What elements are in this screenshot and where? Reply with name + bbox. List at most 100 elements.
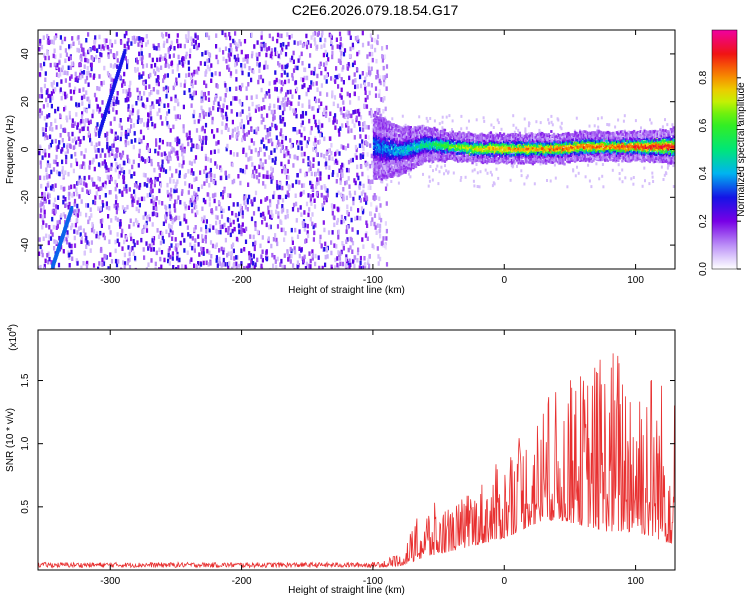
heatmap-cell bbox=[339, 42, 342, 47]
heatmap-cell bbox=[379, 203, 382, 208]
heatmap-cell bbox=[397, 143, 401, 147]
heatmap-cell bbox=[414, 138, 418, 142]
heatmap-cell bbox=[397, 145, 401, 149]
heatmap-cell bbox=[491, 184, 494, 188]
heatmap-cell bbox=[143, 122, 146, 127]
heatmap-cell bbox=[351, 259, 355, 264]
heatmap-cell bbox=[382, 151, 385, 155]
heatmap-cell bbox=[411, 151, 414, 155]
heatmap-cell bbox=[313, 37, 316, 42]
heatmap-cell bbox=[64, 214, 67, 219]
heatmap-cell bbox=[85, 90, 88, 95]
heatmap-cell bbox=[432, 150, 435, 154]
heatmap-cell bbox=[413, 146, 416, 150]
heatmap-cell bbox=[87, 219, 90, 225]
heatmap-cell bbox=[138, 153, 141, 158]
heatmap-cell bbox=[330, 143, 333, 148]
heatmap-cell bbox=[104, 43, 107, 48]
heatmap-cell bbox=[372, 118, 376, 122]
heatmap-cell bbox=[183, 90, 186, 95]
heatmap-cell bbox=[304, 223, 307, 228]
heatmap-cell bbox=[378, 146, 381, 150]
heatmap-cell bbox=[409, 139, 412, 142]
heatmap-cell bbox=[252, 234, 255, 240]
heatmap-cell bbox=[447, 134, 451, 138]
heatmap-cell bbox=[193, 44, 196, 49]
heatmap-cell bbox=[425, 139, 428, 143]
heatmap-cell bbox=[327, 57, 330, 62]
heatmap-cell bbox=[268, 81, 271, 86]
heatmap-cell bbox=[289, 246, 292, 252]
heatmap-cell bbox=[376, 171, 380, 175]
heatmap-cell bbox=[305, 41, 309, 46]
heatmap-cell bbox=[158, 101, 161, 107]
heatmap-cell bbox=[107, 167, 110, 173]
heatmap-cell bbox=[206, 248, 209, 254]
heatmap-cell bbox=[103, 235, 106, 241]
heatmap-cell bbox=[393, 153, 397, 156]
heatmap-cell bbox=[49, 134, 52, 139]
heatmap-cell bbox=[443, 149, 447, 153]
heatmap-cell bbox=[73, 209, 77, 214]
heatmap-cell bbox=[237, 267, 240, 269]
heatmap-cell bbox=[390, 159, 393, 163]
heatmap-cell bbox=[115, 209, 118, 215]
heatmap-cell bbox=[324, 186, 327, 191]
heatmap-cell bbox=[339, 55, 343, 60]
heatmap-cell bbox=[85, 235, 88, 241]
heatmap-cell bbox=[526, 174, 529, 178]
heatmap-cell bbox=[108, 152, 111, 158]
heatmap-cell bbox=[109, 49, 112, 54]
heatmap-cell bbox=[414, 143, 418, 147]
heatmap-cell bbox=[409, 175, 412, 179]
heatmap-cell bbox=[460, 176, 463, 179]
chart-title: C2E6.2026.079.18.54.G17 bbox=[291, 2, 459, 18]
heatmap-cell bbox=[313, 230, 316, 236]
heatmap-cell bbox=[147, 74, 151, 79]
heatmap-cell bbox=[374, 150, 377, 153]
heatmap-cell bbox=[226, 143, 229, 149]
heatmap-cell bbox=[476, 185, 479, 188]
heatmap-cell bbox=[168, 246, 171, 251]
heatmap-cell bbox=[391, 149, 394, 153]
heatmap-cell bbox=[269, 126, 272, 132]
heatmap-cell bbox=[54, 183, 57, 188]
heatmap-cell bbox=[424, 145, 427, 148]
heatmap-cell bbox=[318, 122, 321, 127]
heatmap-cell bbox=[311, 184, 314, 189]
heatmap-cell bbox=[391, 170, 394, 174]
heatmap-cell bbox=[242, 135, 245, 140]
heatmap-cell bbox=[87, 190, 90, 195]
heatmap-cell bbox=[44, 148, 47, 154]
heatmap-cell bbox=[388, 132, 391, 136]
heatmap-cell bbox=[275, 237, 278, 243]
heatmap-cell bbox=[238, 211, 241, 217]
heatmap-cell bbox=[178, 215, 181, 221]
heatmap-cell bbox=[451, 139, 454, 143]
heatmap-cell bbox=[148, 53, 151, 58]
heatmap-cell bbox=[404, 128, 407, 132]
heatmap-cell bbox=[211, 129, 214, 134]
heatmap-cell bbox=[62, 91, 65, 96]
heatmap-cell bbox=[140, 196, 143, 202]
heatmap-cell bbox=[351, 119, 354, 124]
heatmap-cell bbox=[309, 53, 312, 58]
heatmap-cell bbox=[294, 154, 297, 160]
heatmap-cell bbox=[383, 155, 386, 158]
heatmap-cell bbox=[432, 138, 435, 142]
heatmap-cell bbox=[384, 149, 387, 153]
heatmap-cell bbox=[437, 154, 440, 157]
heatmap-cell bbox=[260, 106, 263, 111]
heatmap-cell bbox=[317, 128, 320, 134]
heatmap-cell bbox=[130, 139, 133, 144]
heatmap-cell bbox=[418, 146, 422, 150]
heatmap-cell bbox=[188, 135, 191, 140]
heatmap-cell bbox=[317, 170, 320, 176]
heatmap-cell bbox=[210, 177, 213, 183]
heatmap-cell bbox=[100, 223, 103, 228]
heatmap-cell bbox=[183, 248, 186, 253]
heatmap-cell bbox=[342, 196, 345, 202]
heatmap-cell bbox=[385, 201, 388, 206]
heatmap-cell bbox=[372, 163, 376, 167]
heatmap-cell bbox=[420, 135, 423, 138]
